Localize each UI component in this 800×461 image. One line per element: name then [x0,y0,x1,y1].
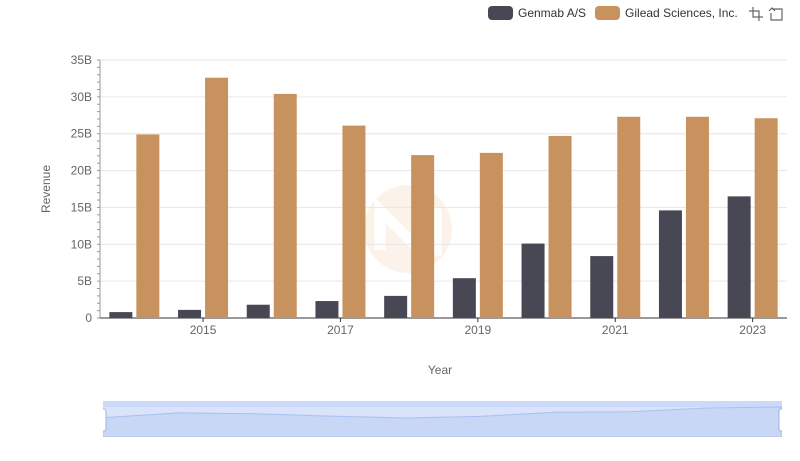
bar-gilead-2019[interactable] [479,152,503,318]
bar-genmab-2021[interactable] [590,256,614,318]
y-tick-label: 25B [71,127,92,141]
restore-icon[interactable] [767,5,785,23]
x-tick-label: 2015 [190,323,217,337]
data-zoom-slider[interactable] [103,401,782,437]
x-axis-title: Year [428,363,452,377]
bar-genmab-2022[interactable] [658,210,682,318]
y-tick-label: 5B [77,274,92,288]
bar-genmab-2017[interactable] [315,301,339,318]
bar-gilead-2018[interactable] [411,155,435,318]
chart-toolbox [745,5,785,23]
bar-gilead-2022[interactable] [685,116,709,318]
bar-gilead-2017[interactable] [342,125,366,318]
bar-genmab-2018[interactable] [384,295,408,318]
x-tick-label: 2017 [327,323,354,337]
y-tick-label: 10B [71,237,92,251]
bar-genmab-2023[interactable] [727,196,751,318]
zoom-slider-handle-left[interactable] [103,408,107,432]
zoom-icon[interactable] [747,5,765,23]
y-tick-label: 30B [71,90,92,104]
x-tick-label: 2023 [739,323,766,337]
zoom-slider-preview-line [103,406,782,437]
bar-gilead-2021[interactable] [617,116,641,318]
bar-genmab-2016[interactable] [246,304,270,318]
y-axis-title: Revenue [39,165,53,213]
legend-swatch-genmab [488,6,513,20]
watermark-logo [364,185,452,273]
y-tick-label: 35B [71,53,92,67]
legend-label-gilead: Gilead Sciences, Inc. [625,6,738,20]
bar-gilead-2023[interactable] [754,118,778,318]
y-tick-label: 15B [71,200,92,214]
bar-gilead-2014[interactable] [136,134,160,318]
legend-item-gilead[interactable]: Gilead Sciences, Inc. [595,6,738,20]
x-tick-label: 2019 [464,323,491,337]
bar-genmab-2015[interactable] [178,309,202,318]
bar-genmab-2014[interactable] [109,312,133,318]
bar-gilead-2020[interactable] [548,135,572,318]
zoom-slider-top-bar[interactable] [103,401,782,407]
bar-genmab-2019[interactable] [452,278,476,318]
legend-item-genmab[interactable]: Genmab A/S [488,6,586,20]
bar-gilead-2015[interactable] [205,77,229,318]
legend-swatch-gilead [595,6,621,20]
chart-legend: Genmab A/S Gilead Sciences, Inc. [488,4,747,22]
y-tick-label: 20B [71,164,92,178]
x-tick-label: 2021 [602,323,629,337]
bar-genmab-2020[interactable] [521,243,545,318]
bar-gilead-2016[interactable] [273,93,297,318]
zoom-slider-handle-right[interactable] [778,408,782,432]
y-tick-label: 0 [85,311,92,325]
legend-label-genmab: Genmab A/S [518,6,587,20]
